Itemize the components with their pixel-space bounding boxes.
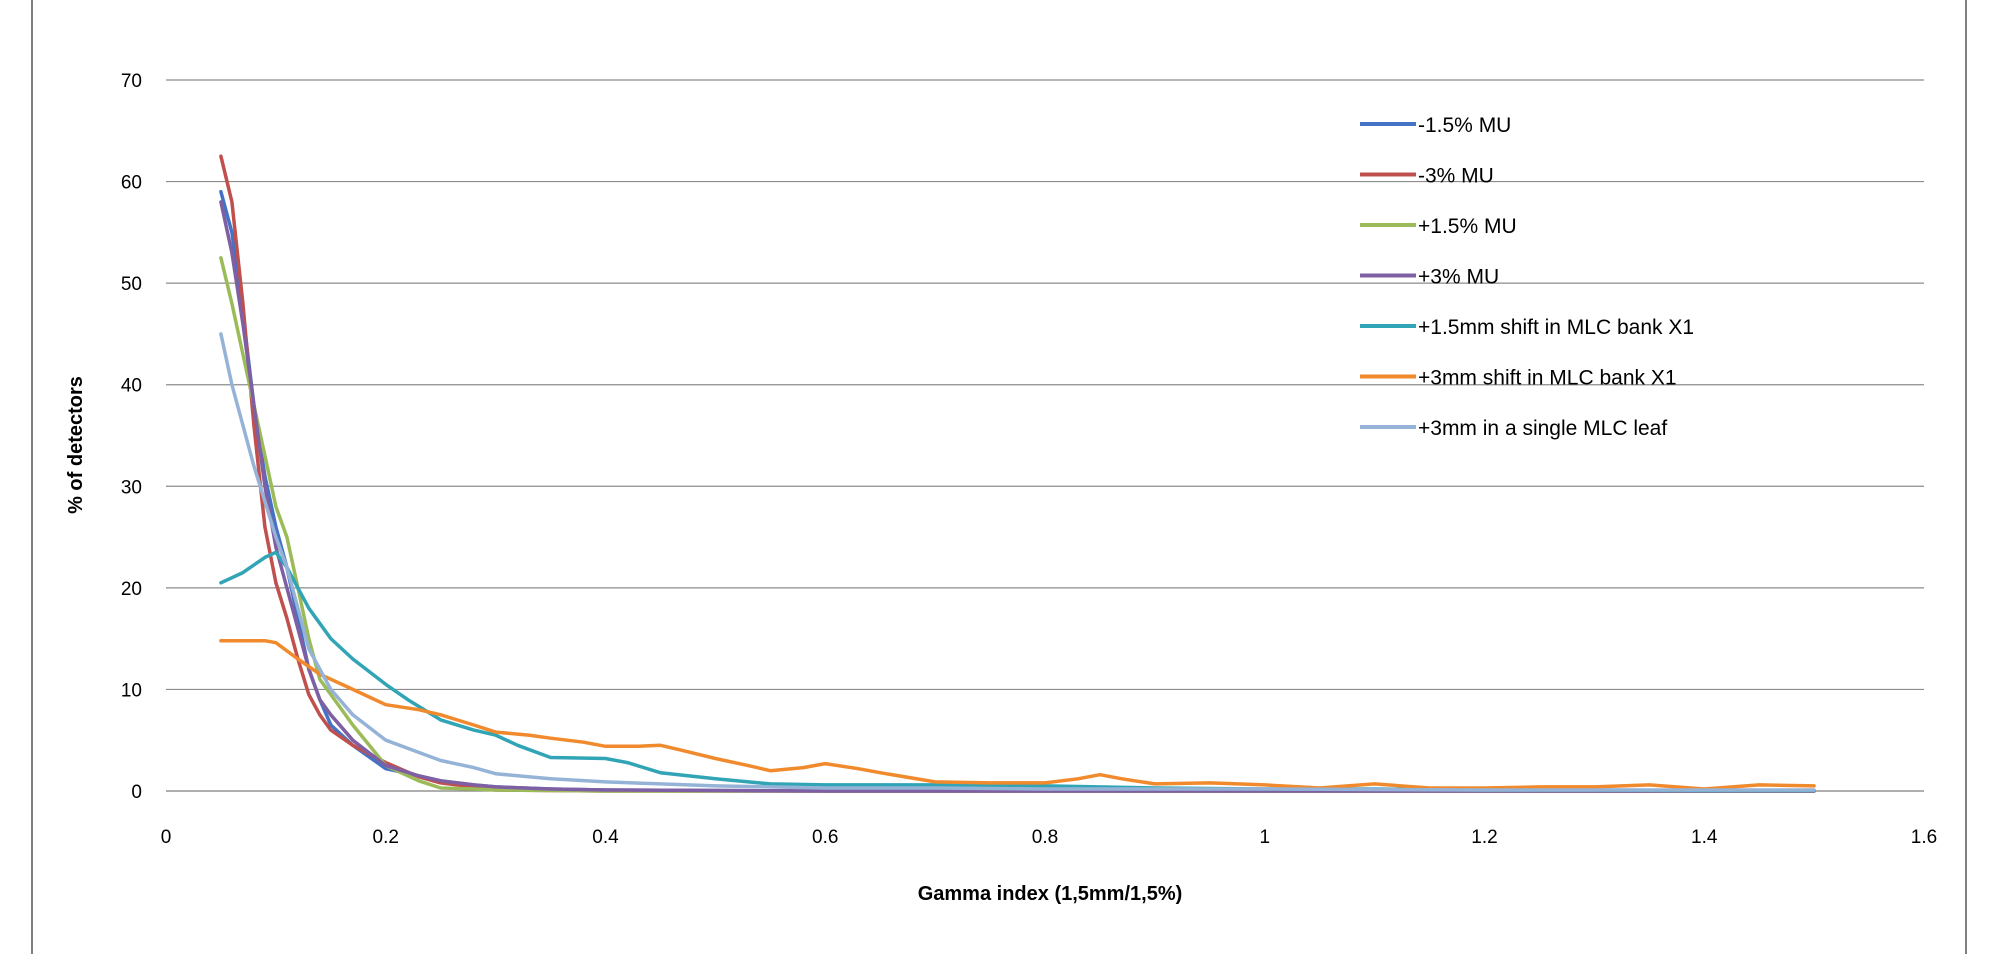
series-line bbox=[219, 638, 1816, 791]
y-tick-label: 60 bbox=[121, 173, 142, 194]
legend-label: -3% MU bbox=[1418, 165, 1494, 188]
x-tick-label: 0.2 bbox=[373, 827, 399, 848]
y-tick-label: 20 bbox=[121, 579, 142, 600]
series-line bbox=[219, 154, 1816, 793]
legend: -1.5% MU -3% MU +1.5% MU +3% MU +1.5mm shift… bbox=[1360, 114, 1694, 440]
y-tick-label: 40 bbox=[121, 376, 142, 397]
y-tick-label: 0 bbox=[131, 782, 142, 803]
gridlines bbox=[166, 79, 1924, 792]
series-lines bbox=[219, 154, 1816, 793]
x-tick-label: 1.4 bbox=[1691, 827, 1718, 848]
x-tick-label: 0.8 bbox=[1032, 827, 1058, 848]
x-tick-label: 1.2 bbox=[1471, 827, 1497, 848]
series-line bbox=[219, 200, 1816, 793]
x-tick-label: 0.4 bbox=[592, 827, 619, 848]
x-tick-label: 1.6 bbox=[1911, 827, 1937, 848]
legend-label: +3% MU bbox=[1418, 266, 1499, 289]
y-tick-label: 50 bbox=[121, 274, 142, 295]
legend-label: +1.5mm shift in MLC bank X1 bbox=[1418, 316, 1694, 339]
series-line bbox=[219, 189, 1816, 793]
y-axis-title: % of detectors bbox=[65, 376, 87, 514]
x-tick-label: 0.6 bbox=[812, 827, 838, 848]
legend-label: +3mm shift in MLC bank X1 bbox=[1418, 367, 1677, 390]
legend-label: -1.5% MU bbox=[1418, 114, 1511, 137]
legend-label: +3mm in a single MLC leaf bbox=[1418, 417, 1667, 440]
axes: 0 10 20 30 40 50 60 70 0 0.2 0.4 0.6 0.8 1 1.2 1.4 1.6 bbox=[121, 71, 1937, 848]
y-tick-label: 70 bbox=[121, 71, 142, 92]
y-tick-label: 10 bbox=[121, 680, 142, 701]
legend-label: +1.5% MU bbox=[1418, 215, 1517, 238]
y-tick-label: 30 bbox=[121, 477, 142, 498]
series-line bbox=[219, 332, 1816, 792]
x-axis-title: Gamma index (1,5mm/1,5%) bbox=[918, 883, 1183, 905]
x-tick-label: 0 bbox=[161, 827, 172, 848]
x-tick-label: 1 bbox=[1259, 827, 1270, 848]
